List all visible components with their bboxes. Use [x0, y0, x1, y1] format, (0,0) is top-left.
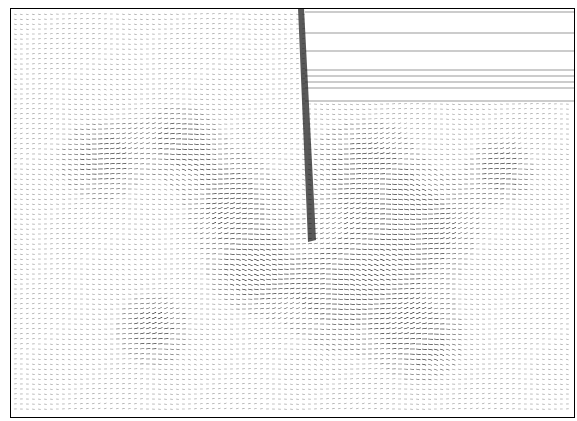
- page: (() => { const data = JSON.parse(documen…: [0, 0, 577, 421]
- background: [0, 0, 577, 421]
- vector-field-plot: [0, 0, 577, 421]
